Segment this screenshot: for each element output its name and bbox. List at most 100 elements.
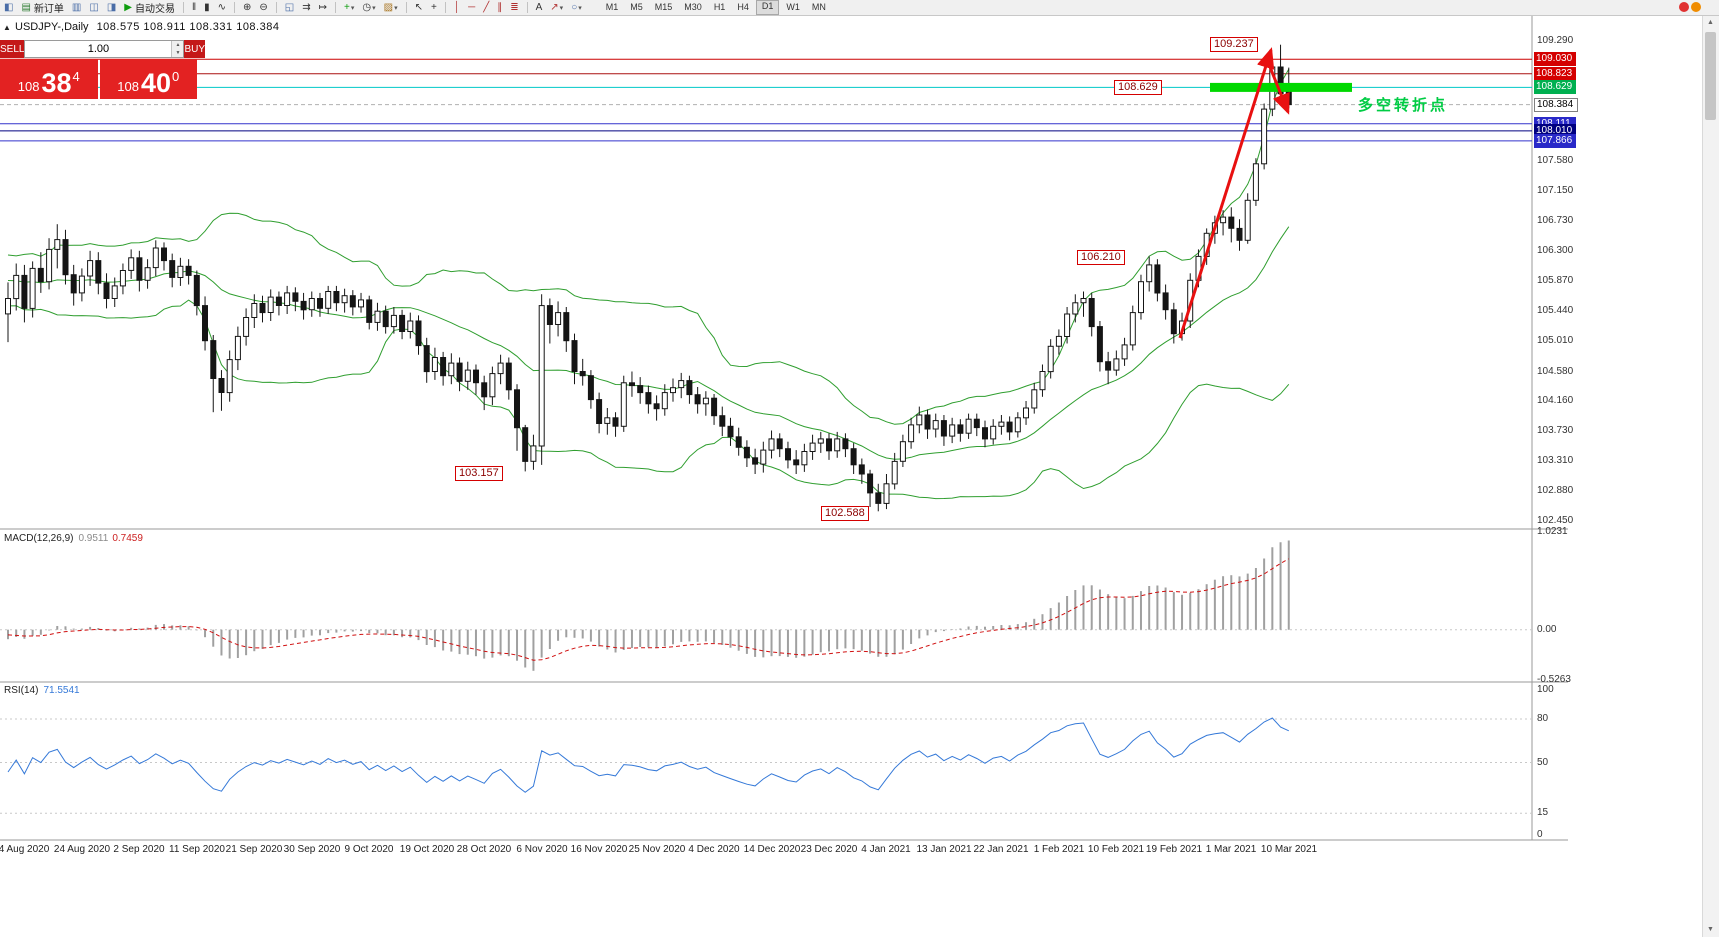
date-label: 24 Aug 2020	[53, 844, 111, 855]
cursor-icon[interactable]: ↖	[412, 1, 426, 14]
candlestick-icon[interactable]: ▮	[201, 1, 213, 14]
timeframe-m5[interactable]: M5	[630, 2, 643, 12]
timeframe-m15[interactable]: M15	[654, 2, 673, 12]
periods-button[interactable]: ◷ ▾	[359, 1, 378, 14]
macd-axis-label: 1.0231	[1537, 526, 1568, 537]
market-watch-icon: ▥	[71, 1, 82, 13]
chart-shift-icon: ↦	[318, 1, 328, 13]
sell-button[interactable]: SELL	[0, 40, 25, 58]
dropdown-caret-icon: ▾	[372, 4, 376, 12]
bid-price-button[interactable]: 108 38 4	[0, 59, 98, 99]
trendline-icon: ╱	[483, 1, 490, 13]
lot-decrease-button[interactable]: ▼	[172, 49, 184, 57]
timeframe-toolbar: M1 M5 M15 M30 H1 H4 D1 W1 MN	[600, 0, 832, 15]
template-button[interactable]: ▨ ▾	[381, 1, 401, 14]
charts-window-icon: ◧	[4, 1, 14, 13]
price-tick: 103.310	[1537, 455, 1574, 466]
charts-window-icon[interactable]: ◧	[1, 1, 16, 14]
arrows-button[interactable]: ↗ ▾	[547, 1, 566, 14]
timeframe-w1[interactable]: W1	[786, 2, 800, 12]
data-window-icon: ◫	[89, 1, 99, 13]
date-axis[interactable]: 4 Aug 2020 24 Aug 2020 2 Sep 2020 11 Sep 20…	[0, 844, 1532, 858]
tile-windows-icon[interactable]: ◱	[282, 1, 297, 14]
toolbar-separator	[335, 2, 337, 13]
lot-spinner: ▲ ▼	[171, 41, 184, 57]
ask-price-big: 40	[140, 68, 171, 98]
auto-scroll-icon[interactable]: ⇉	[299, 1, 313, 14]
dropdown-caret-icon: ▾	[350, 4, 355, 12]
date-label: 11 Sep 2020	[169, 844, 225, 855]
date-label: 10 Mar 2021	[1260, 844, 1318, 855]
timeframe-d1[interactable]: D1	[755, 0, 780, 15]
bar-chart-icon[interactable]: ‖	[189, 1, 199, 14]
chart-shift-icon[interactable]: ↦	[316, 1, 330, 14]
scrollbar-thumb[interactable]	[1705, 32, 1716, 120]
lot-size-field: ▲ ▼	[24, 40, 185, 58]
toolbar-separator	[234, 2, 236, 13]
fibonacci-icon[interactable]: ≣	[507, 1, 521, 14]
record-icon[interactable]	[1679, 2, 1689, 12]
line-chart-icon[interactable]: ∿	[215, 1, 229, 14]
horizontal-line-icon[interactable]: ─	[465, 1, 478, 14]
shapes-button: ○	[571, 1, 578, 13]
lot-size-input[interactable]	[25, 41, 172, 57]
lot-increase-button[interactable]: ▲	[172, 41, 184, 49]
timeframe-h1[interactable]: H1	[713, 2, 726, 12]
horizontal-line-icon: ─	[468, 1, 476, 13]
price-tick: 102.450	[1537, 515, 1574, 526]
date-label: 4 Aug 2020	[0, 844, 50, 855]
timeframe-m1[interactable]: M1	[605, 2, 619, 12]
new-order-button[interactable]: ▤ 新订单	[18, 1, 66, 16]
price-tick: 105.870	[1537, 275, 1574, 286]
new-order-icon: ▤	[21, 1, 31, 13]
vertical-line-icon[interactable]: │	[451, 1, 463, 14]
autotrade-button[interactable]: ▶ 自动交易	[121, 1, 178, 16]
scroll-up-arrow-icon[interactable]: ▲	[1707, 19, 1714, 26]
chart-header: USDJPY-,Daily 108.575 108.911 108.331 108…	[15, 21, 279, 33]
buy-button[interactable]: BUY	[184, 40, 206, 58]
price-badge: 108.823	[1534, 67, 1576, 81]
data-window-icon[interactable]: ◫	[86, 1, 101, 14]
date-label: 13 Jan 2021	[916, 844, 972, 855]
symbol-period-label: USDJPY-,Daily	[15, 21, 89, 33]
trendline-icon[interactable]: ╱	[480, 1, 492, 14]
vertical-scrollbar[interactable]: ▲ ▼	[1702, 15, 1719, 937]
macd-axis-label: 0.00	[1537, 624, 1557, 635]
channel-icon: ∥	[497, 1, 503, 13]
timeframe-m30[interactable]: M30	[684, 2, 702, 12]
channel-icon[interactable]: ∥	[494, 1, 505, 14]
navigator-icon: ◨	[106, 1, 117, 13]
navigator-icon[interactable]: ◨	[104, 1, 119, 14]
macd-signal-value: 0.7459	[112, 533, 143, 544]
price-tick: 103.730	[1537, 425, 1574, 436]
date-label: 19 Oct 2020	[399, 844, 455, 855]
date-label: 1 Mar 2021	[1205, 844, 1257, 855]
price-tick: 107.150	[1537, 185, 1574, 196]
rsi-axis-label: 80	[1537, 713, 1549, 724]
date-label: 1 Feb 2021	[1033, 844, 1085, 855]
price-axis[interactable]: 109.290 107.580 107.150 106.730 106.300 105.8…	[1534, 0, 1578, 937]
scroll-down-arrow-icon[interactable]: ▼	[1707, 926, 1714, 933]
timeframe-h4[interactable]: H4	[737, 2, 749, 12]
date-label: 30 Sep 2020	[283, 844, 341, 855]
text-icon[interactable]: A	[533, 1, 546, 14]
zoom-in-icon[interactable]: ⊕	[240, 1, 254, 14]
crosshair-icon: +	[431, 1, 437, 13]
community-icon[interactable]	[1691, 2, 1701, 12]
main-toolbar: ◧ ▤ 新订单 ▥ ◫ ◨ ▶ 自动交易 ‖ ▮ ∿ ⊕ ⊖ ◱ ⇉ ↦ + ▾ ◷ ▾ ▨ ▾ ↖ + │ ─ ╱ ∥ ≣ A ↗ ▾ ○ ▾ …	[0, 0, 1719, 16]
market-watch-icon[interactable]: ▥	[69, 1, 84, 14]
ask-price-pip: 0	[172, 69, 180, 84]
autotrade-play-icon: ▶	[124, 1, 132, 13]
date-label: 10 Feb 2021	[1087, 844, 1145, 855]
indicators-button[interactable]: + ▾	[341, 1, 357, 14]
crosshair-icon[interactable]: +	[428, 1, 440, 14]
shapes-button[interactable]: ○ ▾	[568, 1, 585, 14]
zoom-out-icon[interactable]: ⊖	[256, 1, 270, 14]
timeframe-mn[interactable]: MN	[811, 2, 826, 12]
toolbar-groups: ◧ ▤ 新订单 ▥ ◫ ◨ ▶ 自动交易 ‖ ▮ ∿ ⊕ ⊖ ◱ ⇉ ↦ + ▾ ◷ ▾ ▨ ▾ ↖ + │ ─ ╱ ∥ ≣ A ↗ ▾ ○ ▾	[0, 0, 586, 16]
one-click-collapse-arrow[interactable]: ▲	[3, 23, 11, 32]
price-badge: 109.030	[1534, 52, 1576, 66]
ask-price-button[interactable]: 108 40 0	[99, 59, 197, 99]
cursor-icon: ↖	[414, 1, 423, 13]
